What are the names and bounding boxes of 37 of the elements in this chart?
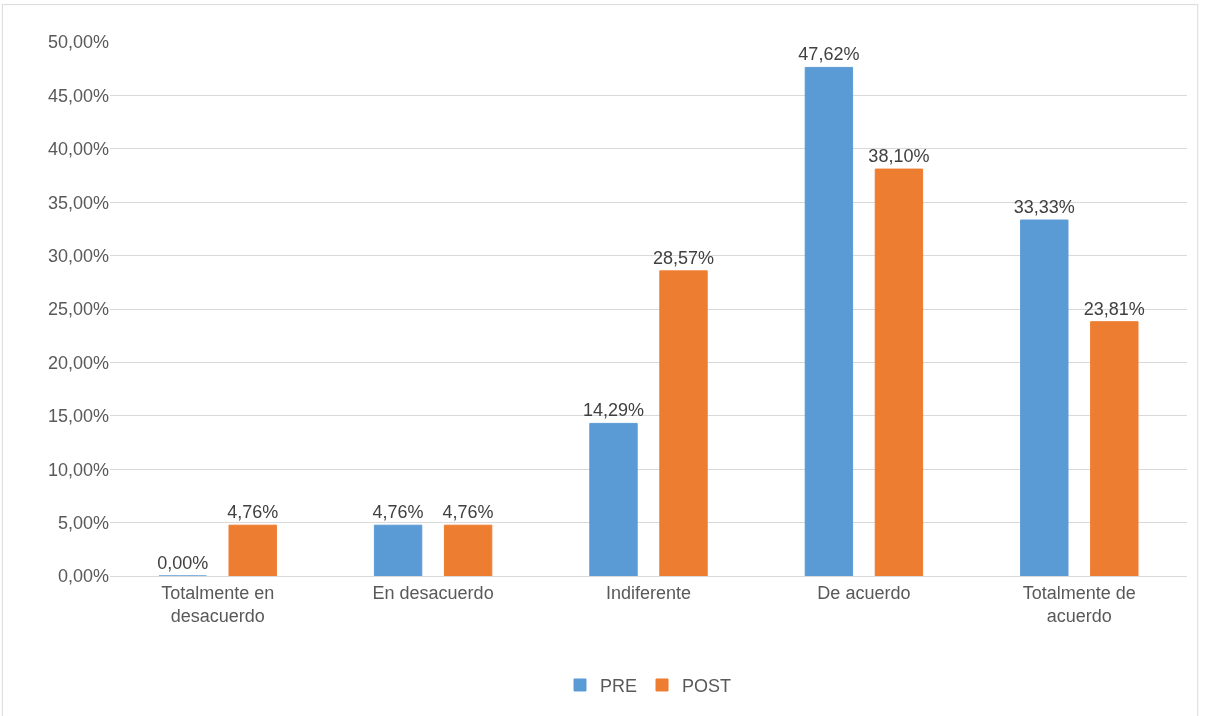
y-tick-label: 45,00% bbox=[47, 85, 109, 106]
y-tick-label: 15,00% bbox=[47, 406, 109, 427]
bar bbox=[804, 66, 854, 576]
data-label: 4,76% bbox=[372, 502, 424, 523]
legend-label: PRE bbox=[600, 676, 638, 696]
bar bbox=[589, 422, 638, 576]
bar bbox=[874, 168, 924, 576]
y-tick-label: 20,00% bbox=[47, 352, 109, 373]
data-label: 14,29% bbox=[582, 400, 645, 421]
legend-label: POST bbox=[682, 676, 732, 696]
data-label: 28,57% bbox=[652, 247, 715, 268]
y-tick-label: 5,00% bbox=[57, 512, 109, 533]
data-label: 33,33% bbox=[1013, 197, 1075, 218]
y-tick-label: 0,00% bbox=[57, 566, 109, 587]
data-label: 0,00% bbox=[157, 553, 209, 573]
data-label: 23,81% bbox=[1083, 298, 1145, 319]
bar bbox=[228, 524, 277, 576]
y-tick-label: 35,00% bbox=[47, 192, 109, 213]
bar bbox=[443, 524, 493, 576]
data-label: 4,76% bbox=[442, 502, 494, 523]
x-tick-label: Totalmente de acuerdo bbox=[1022, 582, 1136, 626]
bar bbox=[1020, 219, 1069, 576]
x-tick-label: Totalmente en desacuerdo bbox=[161, 582, 275, 626]
y-tick-label: 25,00% bbox=[47, 299, 109, 320]
y-tick-label: 10,00% bbox=[47, 459, 109, 480]
x-tick-label: De acuerdo bbox=[817, 582, 911, 603]
data-label: 47,62% bbox=[798, 44, 860, 65]
x-tick-label: En desacuerdo bbox=[372, 582, 494, 603]
data-label: 4,76% bbox=[227, 502, 279, 523]
bar bbox=[373, 524, 423, 576]
bar bbox=[1090, 321, 1139, 576]
y-tick-label: 30,00% bbox=[47, 245, 109, 266]
y-tick-label: 50,00% bbox=[47, 32, 109, 53]
y-tick-label: 40,00% bbox=[47, 139, 109, 160]
data-label: 38,10% bbox=[868, 146, 930, 167]
bar bbox=[659, 270, 708, 576]
x-tick-label: Indiferente bbox=[605, 582, 692, 603]
